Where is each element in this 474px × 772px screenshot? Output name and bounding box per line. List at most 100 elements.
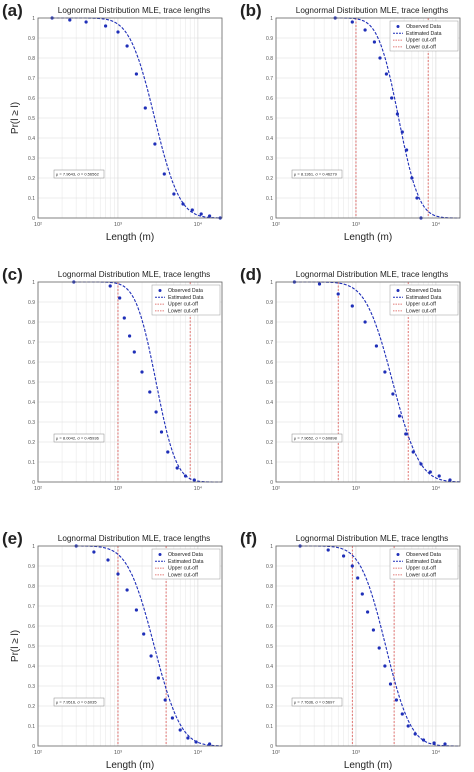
x-tick-label: 10³ <box>352 486 360 492</box>
parameter-annotation: μ = 8.1361, σ = 0.46279 <box>291 169 343 179</box>
observed-point <box>186 736 190 740</box>
legend-entry: Lower cut-off <box>406 308 436 314</box>
observed-points <box>74 544 212 746</box>
observed-point <box>404 432 408 436</box>
panel-a: (a) Lognormal Distribution MLE, trace len… <box>2 1 223 243</box>
observed-points <box>72 280 196 482</box>
x-tick-label: 10³ <box>114 222 122 228</box>
y-tick-label: 0.8 <box>28 320 35 326</box>
y-tick-label: 0.6 <box>266 360 273 366</box>
legend-box <box>151 548 221 580</box>
observed-point <box>350 20 354 24</box>
y-tick-label: 1 <box>32 544 35 550</box>
observed-point <box>208 742 212 746</box>
y-tick-label: 1 <box>32 280 35 286</box>
y-tick-label: 0.6 <box>266 624 273 630</box>
observed-point <box>134 72 138 76</box>
observed-point <box>378 56 382 60</box>
plot-frame <box>37 281 223 483</box>
observed-point <box>104 24 108 28</box>
observed-point <box>116 30 120 34</box>
x-tick-label: 10⁴ <box>194 749 203 756</box>
annotation-box <box>291 433 343 443</box>
y-tick-label: 0.8 <box>266 56 273 62</box>
observed-point <box>395 112 399 116</box>
legend-marker-observed <box>396 553 400 556</box>
observed-point <box>125 44 129 48</box>
observed-point <box>154 410 158 414</box>
y-tick-label: 0.7 <box>266 76 273 82</box>
legend-entry: Lower cut-off <box>168 572 198 578</box>
y-tick-label: 1 <box>270 280 273 286</box>
legend-box <box>389 284 459 316</box>
observed-point <box>448 478 452 482</box>
legend-entry: Estimated Data <box>406 295 442 301</box>
legend-entry: Lower cut-off <box>406 44 436 50</box>
observed-point <box>383 370 387 374</box>
observed-point <box>106 558 110 562</box>
x-axis-label: Length (m) <box>344 760 392 771</box>
observed-point <box>194 740 198 744</box>
y-tick-label: 0.4 <box>28 136 35 142</box>
observed-point <box>178 728 182 732</box>
observed-point <box>388 682 393 686</box>
y-tick-label: 0.3 <box>28 684 35 690</box>
y-tick-label: 0.5 <box>28 380 35 386</box>
y-tick-label: 0.8 <box>266 320 273 326</box>
legend-entry: Observed Data <box>406 288 441 294</box>
x-tick-label: 10³ <box>114 750 122 756</box>
observed-point <box>366 610 370 614</box>
y-tick-label: 0.5 <box>28 644 35 650</box>
y-tick-label: 0.8 <box>28 56 35 62</box>
y-tick-label: 0 <box>32 744 35 750</box>
observed-point <box>372 40 376 44</box>
y-tick-label: 0.3 <box>266 156 273 162</box>
y-tick-label: 0.6 <box>28 360 35 366</box>
y-tick-label: 0.9 <box>266 300 273 306</box>
y-tick-label: 0.6 <box>28 96 35 102</box>
estimated-curve <box>300 545 460 747</box>
x-tick-label: 10³ <box>352 750 360 756</box>
plot-frame <box>37 545 223 747</box>
y-tick-label: 0.5 <box>266 644 273 650</box>
y-axis-label: Pr(l ≥ l) <box>10 102 21 134</box>
observed-point <box>163 698 167 702</box>
parameter-annotation: μ = 7.7636, σ = 0.5697 <box>291 697 343 707</box>
x-tick-label: 10² <box>272 750 280 756</box>
legend-marker-observed <box>158 289 162 292</box>
y-tick-label: 0.4 <box>28 664 35 670</box>
observed-point <box>190 208 194 212</box>
observed-point <box>437 474 441 478</box>
y-tick-label: 0 <box>32 216 35 222</box>
panel-c: (c) Lognormal Distribution MLE, trace len… <box>2 265 223 492</box>
y-tick-label: 0.3 <box>266 420 273 426</box>
observed-point <box>413 732 417 736</box>
observed-point <box>415 196 419 200</box>
annotation-box <box>53 169 105 179</box>
legend-entry: Estimated Data <box>168 295 204 301</box>
y-tick-label: 0 <box>270 216 273 222</box>
y-tick-label: 0.8 <box>28 584 35 590</box>
observed-point <box>156 676 160 680</box>
y-tick-label: 0 <box>270 480 273 486</box>
observed-point <box>192 478 196 482</box>
legend-box <box>389 548 459 580</box>
legend-box <box>389 20 459 52</box>
y-tick-label: 0.8 <box>266 584 273 590</box>
x-tick-label: 10³ <box>114 486 122 492</box>
y-tick-label: 0.6 <box>266 96 273 102</box>
observed-point <box>400 130 404 134</box>
observed-point <box>134 608 138 612</box>
observed-point <box>208 214 212 218</box>
observed-point <box>166 450 170 454</box>
legend-entry: Lower cut-off <box>168 308 198 314</box>
parameter-annotation: μ = 7.9516, σ = 0.6035 <box>53 697 105 707</box>
observed-point <box>397 414 402 418</box>
parameter-annotation: μ = 7.9643, σ = 0.56562 <box>53 169 105 179</box>
parameter-annotation: μ = 8.0042, σ = 0.45936 <box>53 433 105 443</box>
observed-point <box>411 450 415 454</box>
y-tick-label: 0.1 <box>28 724 35 730</box>
observed-point <box>175 466 179 470</box>
